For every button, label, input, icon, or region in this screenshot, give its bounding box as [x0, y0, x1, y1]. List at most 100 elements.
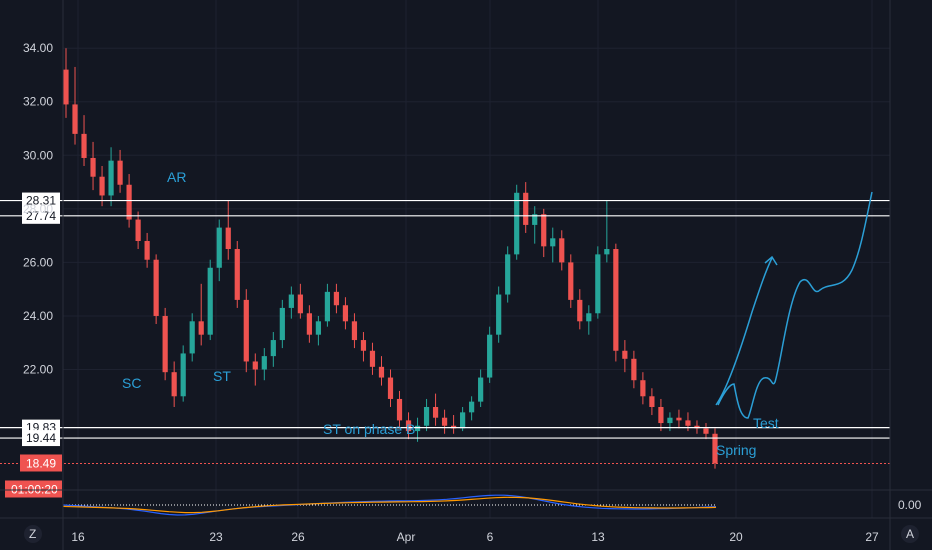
candle [559, 230, 565, 271]
candle [270, 332, 276, 367]
current-price-badge [20, 454, 62, 472]
candle-body [117, 160, 123, 185]
annotation-ar: AR [167, 169, 186, 185]
candle-body [207, 267, 213, 335]
candle [514, 184, 520, 260]
annotation-test: Test [753, 415, 779, 431]
candle [396, 390, 403, 429]
candle-body [180, 353, 186, 397]
zoom-button-label: Z [29, 527, 36, 541]
y-tick-label: 22.00 [23, 363, 53, 377]
candle-body [640, 380, 646, 397]
level-label: 28.31 [26, 194, 56, 208]
x-tick-label: 23 [209, 530, 223, 544]
oscillator-panel: 0.00 [62, 494, 922, 516]
candle-body [487, 334, 493, 378]
candle-body [667, 417, 673, 424]
annotation-st-phase-b: ST on phase B [323, 421, 415, 437]
forecast-arrow-head [764, 255, 778, 266]
candle-body [703, 428, 709, 434]
forecast-line-2 [717, 191, 873, 419]
candle-body [351, 321, 358, 341]
annotation-st: ST [213, 368, 231, 384]
candle [649, 388, 655, 416]
candle-body [532, 214, 538, 225]
candle [261, 348, 267, 381]
zoom-button[interactable] [24, 525, 42, 543]
candle-body [198, 321, 204, 335]
candle-body [360, 340, 367, 351]
y-tick-label: 32.00 [23, 95, 53, 109]
candle [333, 283, 340, 314]
candle [631, 350, 637, 389]
candle-body [72, 104, 78, 134]
candle-body [396, 398, 403, 421]
candle-body [261, 356, 267, 370]
candle-body [162, 315, 168, 373]
candle [207, 259, 213, 341]
candle [324, 283, 331, 327]
candle [252, 353, 258, 386]
candle-body [514, 192, 520, 255]
candle [595, 246, 601, 319]
candle [586, 305, 592, 335]
candle-body [63, 69, 69, 105]
y-tick-label: 28.00 [23, 202, 53, 216]
candle [423, 398, 430, 432]
candle [342, 297, 349, 330]
candle-body [405, 420, 412, 432]
x-tick-label: 27 [865, 530, 879, 544]
candle-body [505, 254, 511, 295]
candle-body [306, 313, 312, 335]
candle [622, 340, 628, 373]
candle-body [441, 417, 448, 426]
candle [180, 345, 186, 402]
candle [505, 246, 511, 303]
candle-body [658, 406, 664, 424]
y-tick-label: 26.00 [23, 255, 53, 269]
candle-body [171, 372, 177, 397]
candle [81, 115, 87, 167]
candle-body [586, 313, 592, 322]
candle-body [423, 406, 430, 426]
candle-body [126, 184, 132, 220]
candle-body [460, 412, 466, 429]
candle [135, 211, 141, 250]
candle [604, 200, 610, 263]
candle-body [135, 219, 141, 241]
candle-body [225, 227, 231, 250]
candle-body [99, 176, 105, 196]
annotation-spring: Spring [716, 442, 756, 458]
candle [99, 166, 105, 207]
auto-scale-button[interactable] [901, 525, 919, 543]
oscillator-zero-label: 0.00 [898, 498, 922, 512]
candle-body [414, 425, 421, 432]
candle [532, 206, 538, 244]
candle-body [387, 377, 394, 399]
candle-body [216, 227, 222, 268]
candle-body [712, 433, 718, 464]
oscillator-blue-line [62, 494, 717, 516]
annotations: AR SC ST ST on phase B Test Spring [122, 169, 779, 458]
candle [676, 409, 682, 429]
candle-body [550, 238, 556, 247]
candle-body [153, 259, 159, 316]
candle [712, 428, 718, 469]
candle [171, 361, 177, 407]
candle [487, 326, 493, 383]
candle [153, 254, 159, 324]
candle-body [604, 249, 610, 255]
x-tick-label: 6 [487, 530, 494, 544]
x-tick-label: Apr [397, 530, 416, 544]
candles [63, 48, 718, 469]
candle [387, 369, 394, 407]
candle [198, 283, 204, 346]
candle [243, 289, 249, 373]
candle-body [622, 350, 628, 359]
y-tick-label: 24.00 [23, 309, 53, 323]
candle-body [144, 240, 150, 260]
candle-body [234, 249, 240, 300]
candle-body [478, 377, 484, 402]
